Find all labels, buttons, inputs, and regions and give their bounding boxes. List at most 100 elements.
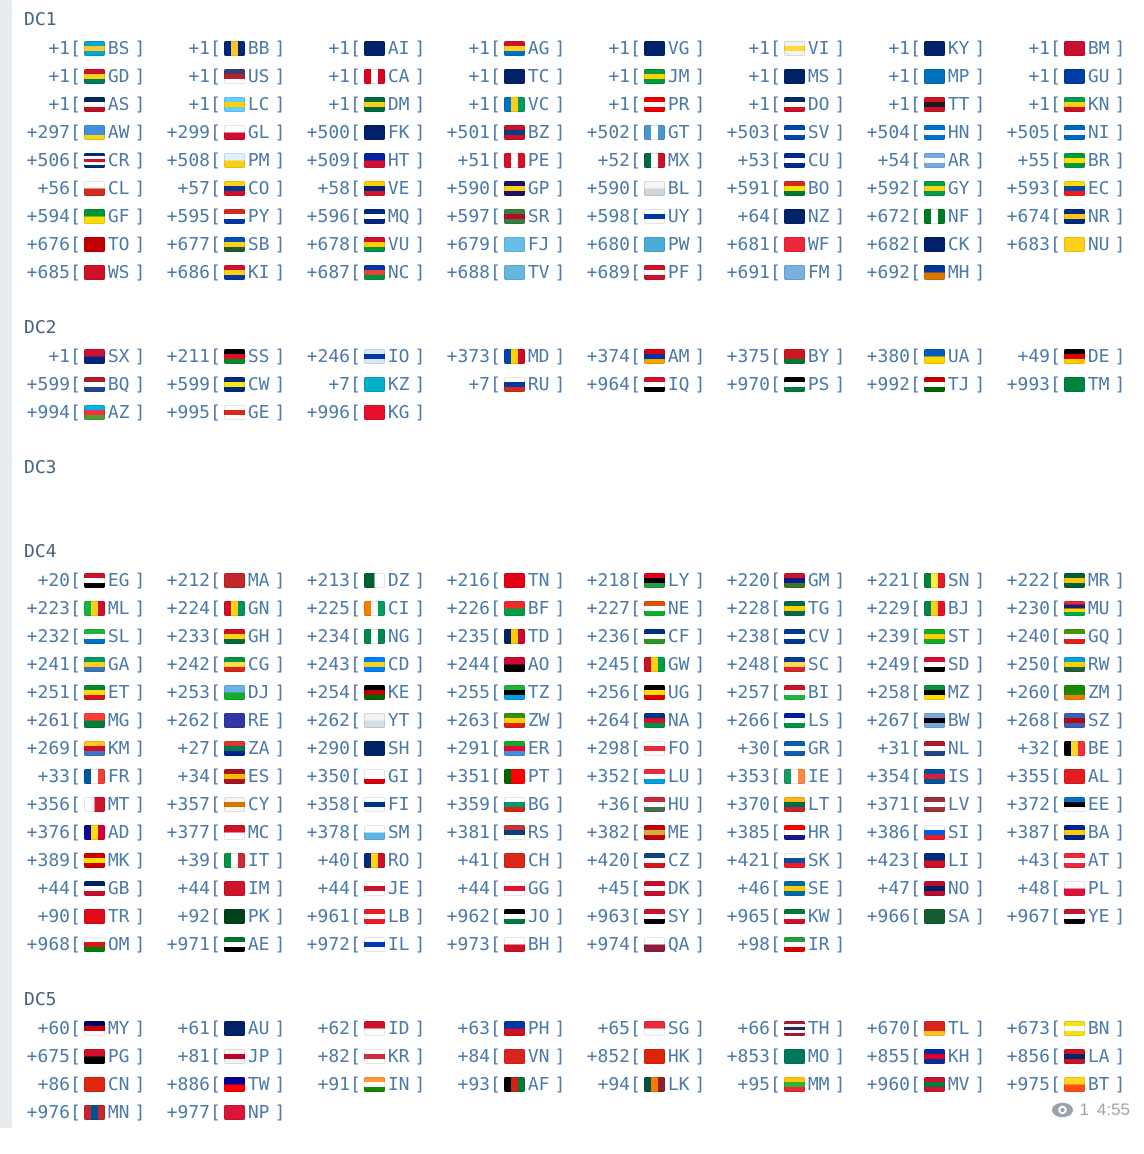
dial-entry-pw[interactable]: +680[PW] [584,230,724,258]
dial-entry-dz[interactable]: +213[DZ] [304,566,444,594]
dial-entry-my[interactable]: +60[MY] [24,1014,164,1042]
dial-entry-pf[interactable]: +689[PF] [584,258,724,286]
dial-entry-kz[interactable]: +7[KZ] [304,370,444,398]
dial-entry-io[interactable]: +246[IO] [304,342,444,370]
dial-entry-bl[interactable]: +590[BL] [584,174,724,202]
dial-entry-pl[interactable]: +48[PL] [1004,874,1144,902]
dial-entry-fk[interactable]: +500[FK] [304,118,444,146]
dial-entry-ve[interactable]: +58[VE] [304,174,444,202]
dial-entry-pt[interactable]: +351[PT] [444,762,584,790]
dial-entry-mt[interactable]: +356[MT] [24,790,164,818]
dial-entry-gl[interactable]: +299[GL] [164,118,304,146]
dial-entry-gt[interactable]: +502[GT] [584,118,724,146]
dial-entry-id[interactable]: +62[ID] [304,1014,444,1042]
dial-entry-lv[interactable]: +371[LV] [864,790,1004,818]
dial-entry-ss[interactable]: +211[SS] [164,342,304,370]
dial-entry-im[interactable]: +44[IM] [164,874,304,902]
dial-entry-ec[interactable]: +593[EC] [1004,174,1144,202]
dial-entry-lk[interactable]: +94[LK] [584,1070,724,1098]
dial-entry-bn[interactable]: +673[BN] [1004,1014,1144,1042]
dial-entry-vn[interactable]: +84[VN] [444,1042,584,1070]
dial-entry-nu[interactable]: +683[NU] [1004,230,1144,258]
dial-entry-am[interactable]: +374[AM] [584,342,724,370]
dial-entry-th[interactable]: +66[TH] [724,1014,864,1042]
dial-entry-ug[interactable]: +256[UG] [584,678,724,706]
dial-entry-ke[interactable]: +254[KE] [304,678,444,706]
dial-entry-bb[interactable]: +1[BB] [164,34,304,62]
dial-entry-nl[interactable]: +31[NL] [864,734,1004,762]
dial-entry-bt[interactable]: +975[BT] [1004,1070,1144,1098]
dial-entry-bs[interactable]: +1[BS] [24,34,164,62]
dial-entry-pm[interactable]: +508[PM] [164,146,304,174]
dial-entry-af[interactable]: +93[AF] [444,1070,584,1098]
dial-entry-sr[interactable]: +597[SR] [444,202,584,230]
dial-entry-gg[interactable]: +44[GG] [444,874,584,902]
dial-entry-dk[interactable]: +45[DK] [584,874,724,902]
dial-entry-to[interactable]: +676[TO] [24,230,164,258]
dial-entry-ly[interactable]: +218[LY] [584,566,724,594]
dial-entry-sh[interactable]: +290[SH] [304,734,444,762]
dial-entry-ch[interactable]: +41[CH] [444,846,584,874]
dial-entry-je[interactable]: +44[JE] [304,874,444,902]
dial-entry-gi[interactable]: +350[GI] [304,762,444,790]
dial-entry-sb[interactable]: +677[SB] [164,230,304,258]
dial-entry-iq[interactable]: +964[IQ] [584,370,724,398]
dial-entry-bq[interactable]: +599[BQ] [24,370,164,398]
dial-entry-tj[interactable]: +992[TJ] [864,370,1004,398]
dial-entry-gb[interactable]: +44[GB] [24,874,164,902]
dial-entry-ls[interactable]: +266[LS] [724,706,864,734]
dial-entry-vu[interactable]: +678[VU] [304,230,444,258]
dial-entry-bw[interactable]: +267[BW] [864,706,1004,734]
dial-entry-td[interactable]: +235[TD] [444,622,584,650]
dial-entry-nr[interactable]: +674[NR] [1004,202,1144,230]
dial-entry-ru[interactable]: +7[RU] [444,370,584,398]
dial-entry-il[interactable]: +972[IL] [304,930,444,958]
dial-entry-sm[interactable]: +378[SM] [304,818,444,846]
dial-entry-ps[interactable]: +970[PS] [724,370,864,398]
dial-entry-tv[interactable]: +688[TV] [444,258,584,286]
dial-entry-ht[interactable]: +509[HT] [304,146,444,174]
dial-entry-ws[interactable]: +685[WS] [24,258,164,286]
dial-entry-ms[interactable]: +1[MS] [724,62,864,90]
dial-entry-mo[interactable]: +853[MO] [724,1042,864,1070]
dial-entry-fi[interactable]: +358[FI] [304,790,444,818]
dial-entry-vc[interactable]: +1[VC] [444,90,584,118]
dial-entry-si[interactable]: +386[SI] [864,818,1004,846]
dial-entry-li[interactable]: +423[LI] [864,846,1004,874]
dial-entry-ar[interactable]: +54[AR] [864,146,1004,174]
dial-entry-cg[interactable]: +242[CG] [164,650,304,678]
dial-entry-nz[interactable]: +64[NZ] [724,202,864,230]
dial-entry-sl[interactable]: +232[SL] [24,622,164,650]
dial-entry-kh[interactable]: +855[KH] [864,1042,1004,1070]
dial-entry-tz[interactable]: +255[TZ] [444,678,584,706]
dial-entry-mr[interactable]: +222[MR] [1004,566,1144,594]
dial-entry-ad[interactable]: +376[AD] [24,818,164,846]
dial-entry-bh[interactable]: +973[BH] [444,930,584,958]
dial-entry-me[interactable]: +382[ME] [584,818,724,846]
dial-entry-al[interactable]: +355[AL] [1004,762,1144,790]
dial-entry-ir[interactable]: +98[IR] [724,930,864,958]
dial-entry-qa[interactable]: +974[QA] [584,930,724,958]
dial-entry-md[interactable]: +373[MD] [444,342,584,370]
dial-entry-ye[interactable]: +967[YE] [1004,902,1144,930]
dial-entry-cf[interactable]: +236[CF] [584,622,724,650]
dial-entry-rs[interactable]: +381[RS] [444,818,584,846]
dial-entry-yt[interactable]: +262[YT] [304,706,444,734]
dial-entry-br[interactable]: +55[BR] [1004,146,1144,174]
dial-entry-jm[interactable]: +1[JM] [584,62,724,90]
dial-entry-ga[interactable]: +241[GA] [24,650,164,678]
dial-entry-dj[interactable]: +253[DJ] [164,678,304,706]
dial-entry-kn[interactable]: +1[KN] [1004,90,1144,118]
dial-entry-sc[interactable]: +248[SC] [724,650,864,678]
dial-entry-it[interactable]: +39[IT] [164,846,304,874]
dial-entry-us[interactable]: +1[US] [164,62,304,90]
dial-entry-mx[interactable]: +52[MX] [584,146,724,174]
dial-entry-mk[interactable]: +389[MK] [24,846,164,874]
dial-entry-lc[interactable]: +1[LC] [164,90,304,118]
dial-entry-cv[interactable]: +238[CV] [724,622,864,650]
dial-entry-nf[interactable]: +672[NF] [864,202,1004,230]
dial-entry-fj[interactable]: +679[FJ] [444,230,584,258]
dial-entry-fr[interactable]: +33[FR] [24,762,164,790]
dial-entry-tm[interactable]: +993[TM] [1004,370,1144,398]
dial-entry-ml[interactable]: +223[ML] [24,594,164,622]
